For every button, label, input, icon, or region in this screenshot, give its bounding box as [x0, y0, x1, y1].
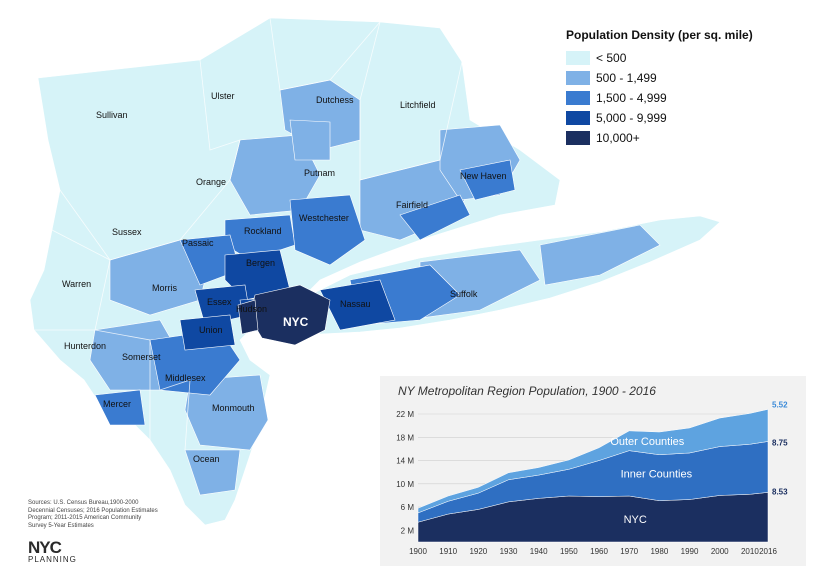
label-passaic: Passaic: [182, 238, 214, 248]
region-new-haven-coast: [459, 159, 516, 201]
county-borders: [34, 17, 463, 451]
y-tick-label: 18 M: [396, 433, 414, 442]
x-tick-label: 1970: [620, 547, 638, 556]
logo-main: NYC: [28, 538, 62, 557]
label-fairfield: Fairfield: [396, 200, 429, 210]
label-mercer: Mercer: [103, 399, 132, 409]
y-tick-label: 2 M: [401, 526, 415, 535]
label-nassau: Nassau: [340, 299, 371, 309]
x-tick-label: 2016: [759, 547, 777, 556]
label-sullivan: Sullivan: [96, 110, 128, 120]
region-hudson-core: [237, 299, 259, 335]
end-value-label: 8.75: [772, 438, 788, 447]
population-area-chart: 2 M 6 M 10 M 14 M 18 M 22 M NYC Inner Counties O…: [396, 400, 788, 556]
x-tick-label: 1960: [590, 547, 608, 556]
legend-swatch: [566, 71, 590, 85]
legend-item: 500 - 1,499: [566, 68, 753, 88]
label-putnam: Putnam: [304, 168, 336, 178]
label-nyc: NYC: [283, 315, 309, 329]
population-chart-panel: NY Metropolitan Region Population, 1900 …: [380, 376, 806, 566]
logo-sub: PLANNING: [28, 555, 77, 564]
nyc-planning-logo: NYC PLANNING: [28, 538, 77, 564]
region-fairfield-coast: [399, 194, 471, 241]
label-morris: Morris: [152, 283, 177, 293]
x-tick-label: 2000: [711, 547, 729, 556]
legend-label: 10,000+: [596, 131, 640, 145]
legend-title: Population Density (per sq. mile): [566, 28, 753, 42]
region-nassau-core: [319, 279, 396, 331]
label-middlesex: Middlesex: [165, 373, 206, 383]
label-new-haven: New Haven: [460, 171, 507, 181]
legend-item: 1,500 - 4,999: [566, 88, 753, 108]
x-tick-label: 1930: [500, 547, 518, 556]
series-area-outer-counties: [417, 409, 769, 514]
label-sussex: Sussex: [112, 227, 142, 237]
sources-note: Sources: U.S. Census Bureau,1900-2000 De…: [28, 500, 158, 529]
label-ocean: Ocean: [193, 454, 220, 464]
label-hudson: Hudson: [236, 304, 268, 314]
label-dutchess: Dutchess: [316, 95, 354, 105]
y-tick-label: 10 M: [396, 480, 414, 489]
series-label: Inner Counties: [621, 468, 693, 480]
label-essex: Essex: [207, 297, 232, 307]
legend-swatch: [566, 111, 590, 125]
label-ulster: Ulster: [211, 91, 235, 101]
label-somerset: Somerset: [122, 352, 161, 362]
region-westchester: [289, 194, 366, 266]
x-tick-label: 1990: [681, 547, 699, 556]
y-tick-label: 22 M: [396, 410, 414, 419]
label-union: Union: [199, 325, 223, 335]
label-litchfield: Litchfield: [400, 100, 436, 110]
legend-swatch: [566, 51, 590, 65]
label-monmouth: Monmouth: [212, 403, 255, 413]
legend: Population Density (per sq. mile) < 500 …: [566, 28, 753, 148]
label-hunterdon: Hunterdon: [64, 341, 107, 351]
region-suffolk-east: [539, 224, 661, 286]
series-label: NYC: [624, 514, 647, 526]
label-rockland: Rockland: [244, 226, 282, 236]
region-dutchess-patch: [289, 119, 331, 161]
legend-item: 5,000 - 9,999: [566, 108, 753, 128]
legend-label: 5,000 - 9,999: [596, 111, 667, 125]
legend-swatch: [566, 91, 590, 105]
series-label: Outer Counties: [610, 436, 684, 448]
x-tick-label: 1940: [530, 547, 548, 556]
label-westchester: Westchester: [299, 213, 349, 223]
label-orange: Orange: [196, 177, 227, 187]
x-tick-label: 1980: [650, 547, 668, 556]
label-bergen: Bergen: [246, 258, 276, 268]
region-union: [179, 314, 236, 351]
y-tick-label: 6 M: [401, 503, 415, 512]
legend-item: < 500: [566, 48, 753, 68]
legend-label: 500 - 1,499: [596, 71, 657, 85]
end-value-label: 5.52: [772, 400, 788, 409]
x-tick-label: 1920: [469, 547, 487, 556]
region-mercer: [94, 389, 146, 426]
legend-label: < 500: [596, 51, 627, 65]
label-warren: Warren: [62, 279, 92, 289]
legend-swatch: [566, 131, 590, 145]
x-tick-label: 2010: [741, 547, 759, 556]
x-tick-label: 1910: [439, 547, 457, 556]
end-value-label: 8.53: [772, 487, 788, 496]
legend-item: 10,000+: [566, 128, 753, 148]
x-tick-label: 1950: [560, 547, 578, 556]
label-suffolk: Suffolk: [450, 289, 478, 299]
region-ocean-north: [184, 449, 241, 496]
chart-title: NY Metropolitan Region Population, 1900 …: [398, 384, 656, 398]
x-tick-label: 1900: [409, 547, 427, 556]
y-tick-label: 14 M: [396, 457, 414, 466]
legend-label: 1,500 - 4,999: [596, 91, 667, 105]
